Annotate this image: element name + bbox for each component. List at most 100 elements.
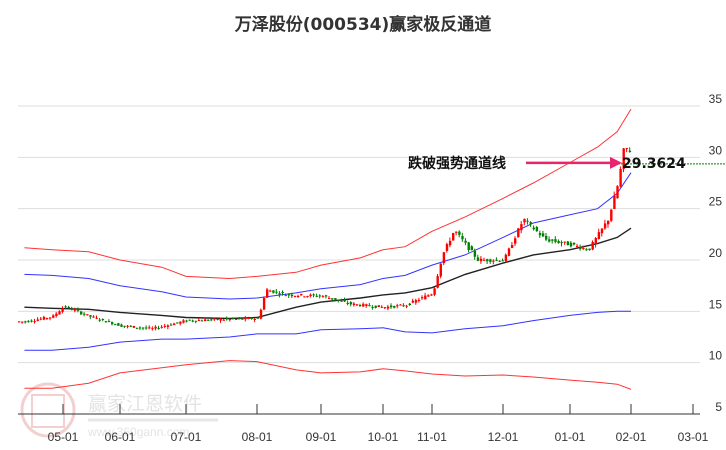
candle-body [529,221,532,224]
candle-body [464,240,467,243]
candle-body [563,241,566,243]
candle-body [467,242,470,251]
candle-body [73,309,77,311]
candle-body [293,295,297,297]
candle-body [27,321,30,323]
candle-body [610,209,613,221]
candle-body [461,236,464,240]
candle-body [166,325,170,327]
candle-body [207,319,210,321]
candle-body [374,305,377,308]
candle-body [33,321,36,323]
candle-body [514,238,517,244]
candle-body [70,308,74,311]
candle-body [163,325,167,327]
candle-body [89,315,92,317]
candle-body [104,321,108,323]
candle-body [138,327,142,329]
candle-body [238,318,241,320]
candle-body [135,327,139,329]
candle-body [132,325,136,328]
candle-body [380,306,384,308]
candle-body [470,246,473,251]
candle-body [390,305,393,308]
y-tick-label: 10 [709,349,723,363]
candle-body [45,318,49,320]
candle-body [523,218,526,223]
candle-body [582,247,585,249]
watermark-url: www.360gann.com [87,425,189,439]
inner_upper-line [24,172,632,300]
candle-body [92,316,95,318]
candle-body [355,304,359,306]
candle-body [83,313,86,315]
candle-body [405,305,408,307]
candle-body [297,295,300,297]
candle-body [625,148,628,150]
candle-body [309,294,312,297]
candle-body [396,305,399,307]
candle-body [30,320,33,322]
candle-body [321,296,325,298]
candle-body [107,321,111,323]
candle-body [331,298,334,300]
candle-body [532,227,535,230]
candle-body [591,241,594,250]
candle-body [275,291,278,293]
y-tick-label: 30 [709,143,723,157]
candle-body [359,305,362,307]
x-axis: 05-01 06-01 07-01 08-01 09-01 10-01 11-01 12-01… [18,404,709,444]
candle-body [402,305,405,307]
candle-body [318,295,322,297]
candle-body [424,295,427,300]
candle-body [603,223,607,229]
candle-body [346,302,349,304]
candle-body [55,313,58,317]
candle-body [616,186,619,199]
candle-body [510,244,514,248]
candle-body [439,263,442,277]
candle-body [343,300,346,302]
candle-body [411,300,415,303]
candle-body [572,242,576,245]
x-tick-label: 07-01 [171,430,202,444]
candle-body [123,325,126,327]
candle-body [588,248,591,251]
candle-body [262,297,266,310]
candle-body [383,307,387,309]
candle-body [504,254,508,262]
candle-body [501,260,504,262]
candle-body [430,294,433,296]
candle-body [142,327,145,329]
candle-body [448,240,452,246]
candle-body [42,316,46,320]
candle-body [64,306,67,308]
candle-body [393,305,396,308]
candle-body [619,168,622,187]
candle-body [256,317,260,319]
x-tick-label: 10-01 [368,430,399,444]
price-label: 29.3624 [622,156,686,172]
candle-body [315,295,318,297]
mid_line-line [24,227,632,320]
candle-body [36,319,39,321]
candle-body [157,328,160,330]
candle-body [486,259,489,262]
candle-body [324,295,328,297]
candle-body [613,195,616,209]
candle-body [67,306,70,308]
candle-body [272,290,275,293]
candle-body [191,320,194,322]
y-tick-label: 25 [709,195,723,209]
candle-body [458,231,461,235]
candle-body [362,303,365,307]
candle-body [622,148,625,169]
candle-body [145,327,148,329]
candle-body [281,291,284,294]
candle-body [200,320,204,322]
candle-body [21,321,24,323]
candle-body [408,303,411,306]
candle-body [377,305,380,308]
candle-body [597,232,601,240]
